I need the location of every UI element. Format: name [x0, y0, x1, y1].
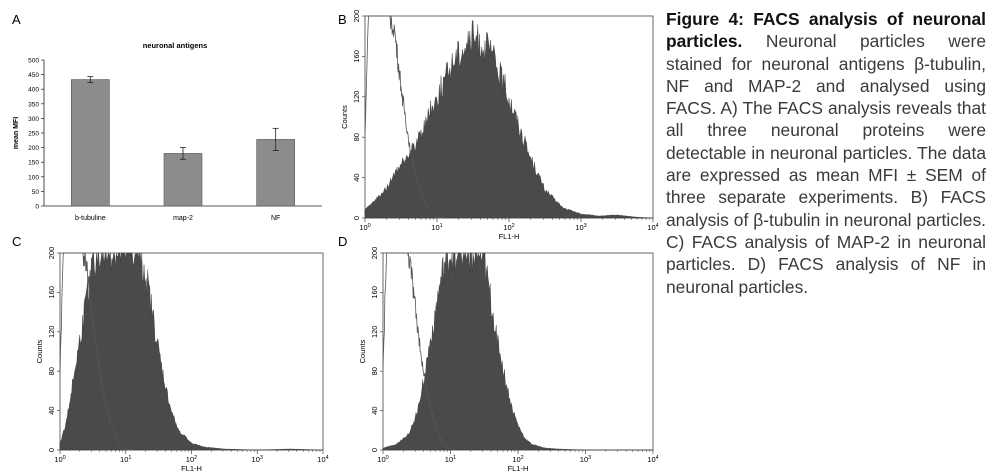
control-histogram [382, 252, 458, 451]
y-tick-label: 40 [370, 406, 379, 414]
stained-histogram [364, 20, 654, 219]
x-tick-label: 103 [580, 455, 591, 464]
x-axis-label: FL1-H [499, 232, 520, 240]
y-tick-label: 200 [28, 145, 39, 152]
x-tick-label: 103 [252, 455, 263, 464]
bar-chart-neuronal-antigens: neuronal antigens mean MFI 0 50 100 150 200 2… [13, 41, 322, 222]
y-tick-label: 250 [28, 131, 39, 138]
control-histogram [364, 15, 445, 219]
y-tick-label: 80 [370, 367, 379, 375]
x-tick-label: 104 [647, 455, 658, 464]
y-axis-label: Counts [340, 105, 349, 129]
y-axis-label: Counts [35, 339, 44, 363]
x-tick-label: 101 [445, 455, 456, 464]
y-tick-label: 50 [32, 189, 40, 196]
bar [163, 153, 203, 207]
histogram-b: 0 40 80 120 160 200 100 101 102 103 104 FL1-H Counts [340, 10, 659, 240]
y-tick-label: 0 [352, 216, 361, 220]
y-tick-label: 400 [28, 87, 39, 94]
y-tick-label: 200 [352, 10, 361, 22]
category-label: NF [271, 215, 280, 222]
y-axis-label: mean MFI [13, 117, 20, 149]
panel-label-a: A [12, 12, 21, 27]
x-tick-label: 101 [431, 223, 442, 232]
stained-histogram [59, 252, 324, 451]
x-tick-label: 102 [186, 455, 197, 464]
x-tick-label: 104 [647, 223, 658, 232]
category-label: map-2 [173, 215, 193, 222]
y-tick-label: 350 [28, 101, 39, 108]
y-tick-label: 150 [28, 160, 39, 167]
y-tick-label: 40 [352, 173, 361, 181]
category-labels: b-tubuline map-2 NF [75, 215, 280, 222]
x-tick-label: 103 [575, 223, 586, 232]
y-tick-label: 120 [352, 91, 361, 104]
y-tick-label: 160 [47, 286, 56, 299]
chart-title: neuronal antigens [143, 41, 208, 50]
x-tick-label: 100 [359, 223, 370, 232]
y-tick-label: 450 [28, 72, 39, 79]
x-tick-label: 104 [317, 455, 328, 464]
histogram-c: 0 40 80 120 160 200 100 101 102 103 104 FL1-H Counts [35, 247, 329, 473]
y-tick-label: 0 [370, 448, 379, 452]
stained-histogram [382, 252, 653, 451]
histogram-d: 0 40 80 120 160 200 100 101 102 103 104 FL1-H Counts [358, 247, 659, 473]
bar [71, 79, 110, 207]
y-tick-label: 40 [47, 406, 56, 414]
y-tick-label: 300 [28, 116, 39, 123]
x-axis-label: FL1-H [508, 464, 529, 473]
y-tick-label: 160 [370, 286, 379, 299]
panel-label-d: D [338, 234, 348, 249]
x-tick-label: 102 [512, 455, 523, 464]
control-histogram [59, 252, 133, 451]
y-tick-label: 100 [28, 174, 39, 181]
caption-title: Figure 4: FACS analysis of neuronal part… [666, 9, 986, 52]
y-tick-label: 200 [370, 247, 379, 260]
y-tick-label: 80 [47, 367, 56, 375]
x-tick-label: 100 [54, 455, 65, 464]
y-tick-label: 200 [47, 247, 56, 260]
y-tick-label: 0 [47, 448, 56, 452]
x-tick-label: 102 [503, 223, 514, 232]
category-label: b-tubuline [75, 215, 106, 222]
panel-label-c: C [12, 234, 22, 249]
y-axis-label: Counts [358, 339, 367, 363]
bars [71, 76, 295, 207]
y-tick-label: 500 [28, 58, 39, 65]
x-tick-label: 101 [120, 455, 131, 464]
x-axis-label: FL1-H [181, 464, 202, 473]
y-tick-label: 160 [352, 50, 361, 63]
panel-label-b: B [338, 12, 347, 27]
y-tick-label: 80 [352, 133, 361, 141]
figure-caption: Figure 4: FACS analysis of neuronal part… [666, 8, 986, 298]
y-tick-label: 120 [370, 326, 379, 339]
y-tick-label: 0 [35, 204, 39, 211]
x-tick-label: 100 [377, 455, 388, 464]
caption-body: Neuronal particles were stained for neur… [666, 31, 986, 297]
y-tick-label: 120 [47, 326, 56, 339]
